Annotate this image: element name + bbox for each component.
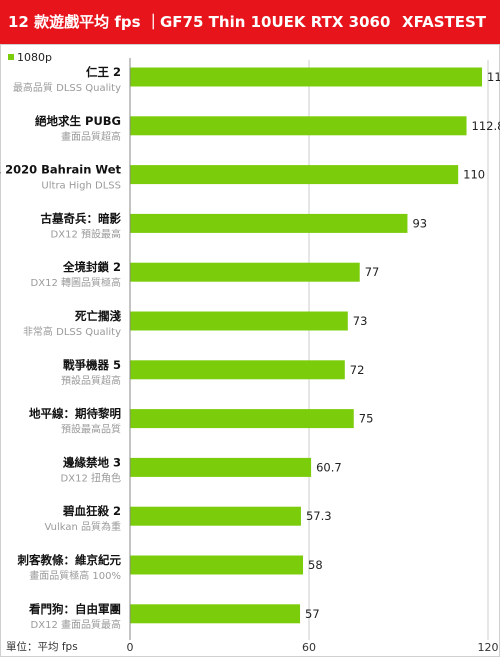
category-sublabel: Vulkan 品質為重 (44, 520, 121, 533)
bar-value-label: 73 (353, 314, 368, 328)
bar (130, 409, 354, 429)
bar (130, 555, 304, 575)
category-label: 絕地求生 PUBG (35, 114, 121, 128)
bar-value-label: 58 (308, 558, 323, 572)
category-label: 全境封鎖 2 (62, 260, 121, 274)
category-label: 古墓奇兵：暗影 (41, 211, 122, 225)
category-label: 戰爭機器 5 (63, 358, 121, 372)
category-label: 死亡擱淺 (75, 309, 121, 323)
x-tick-label: 0 (127, 641, 134, 654)
chart-title: 12 款遊戲平均 fps ｜ (8, 13, 161, 31)
bar (130, 116, 467, 136)
bar-value-label: 72 (350, 363, 365, 377)
category-label: 邊緣禁地 3 (63, 455, 121, 469)
bar-value-label: 75 (359, 412, 374, 426)
bar (130, 457, 312, 477)
category-sublabel: Ultra High DLSS (41, 181, 121, 192)
category-sublabel: DX12 預設最高 (51, 227, 121, 240)
category-label: 看門狗：自由軍團 (28, 602, 121, 616)
bar-value-label: 57.3 (306, 509, 332, 523)
category-label: F1 2020 Bahrain Wet (0, 163, 121, 177)
bar (130, 604, 301, 624)
bar-value-label: 93 (412, 216, 427, 230)
x-tick-label: 60 (302, 641, 316, 654)
bar (130, 506, 301, 526)
bar (130, 165, 459, 185)
bar (130, 213, 408, 233)
category-sublabel: 畫面品質極高 100% (29, 569, 121, 582)
category-sublabel: 預設品質超高 (61, 374, 121, 387)
chart-header: 12 款遊戲平均 fps ｜ GF75 Thin 10UEK RTX 3060 … (0, 0, 500, 44)
bar (130, 360, 345, 380)
bar (130, 311, 348, 331)
bar-value-label: 77 (365, 265, 380, 279)
bar-value-label: 110 (463, 168, 485, 182)
bar-value-label: 57 (305, 607, 320, 621)
category-label: 刺客教條：維京紀元 (17, 553, 122, 567)
legend-swatch (8, 54, 14, 60)
brand-logo-text: XFASTEST (402, 13, 487, 31)
bar (130, 262, 360, 282)
category-sublabel: DX12 畫面品質最高 (31, 618, 121, 631)
bar-value-label: 118 (487, 70, 500, 84)
legend-label: 1080p (17, 51, 52, 64)
category-label: 碧血狂殺 2 (62, 504, 121, 518)
category-sublabel: 最高品質 DLSS Quality (13, 81, 121, 94)
category-sublabel: 畫面品質超高 (61, 130, 121, 143)
bar (130, 67, 483, 87)
x-tick-label: 120 (478, 641, 499, 654)
category-sublabel: DX12 扭角色 (61, 471, 121, 484)
category-label: 仁王 2 (86, 65, 121, 79)
category-sublabel: 非常高 DLSS Quality (23, 325, 121, 338)
unit-label: 單位：平均 fps (6, 640, 78, 653)
category-sublabel: DX12 轉圖品質極高 (31, 276, 121, 289)
bar-value-label: 112.8 (472, 119, 500, 133)
bar-value-label: 60.7 (316, 460, 342, 474)
category-sublabel: 預設最高品質 (61, 423, 121, 436)
device-name: GF75 Thin 10UEK RTX 3060 (160, 13, 391, 31)
category-label: 地平線：期待黎明 (29, 407, 121, 421)
